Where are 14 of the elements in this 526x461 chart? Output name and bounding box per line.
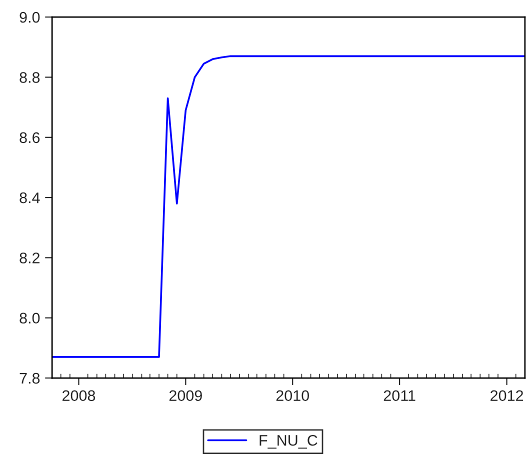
y-tick-label: 8.4 [20, 192, 40, 204]
y-tick-label: 8.2 [20, 252, 40, 264]
x-tick-label: 2008 [62, 390, 96, 402]
y-tick-label: 8.6 [20, 132, 40, 144]
legend-label: F_NU_C [260, 434, 318, 449]
x-tick-label: 2009 [169, 390, 202, 402]
y-tick-label: 9.0 [20, 12, 40, 23]
line-series [52, 55, 525, 358]
x-tick-label: 2011 [384, 390, 416, 402]
y-tick-label: 7.8 [20, 372, 40, 384]
x-tick-label: 2010 [276, 390, 310, 402]
x-tick-label: 2012 [490, 390, 524, 402]
y-tick-label: 8.8 [20, 72, 40, 83]
y-tick-label: 8.0 [20, 312, 40, 324]
